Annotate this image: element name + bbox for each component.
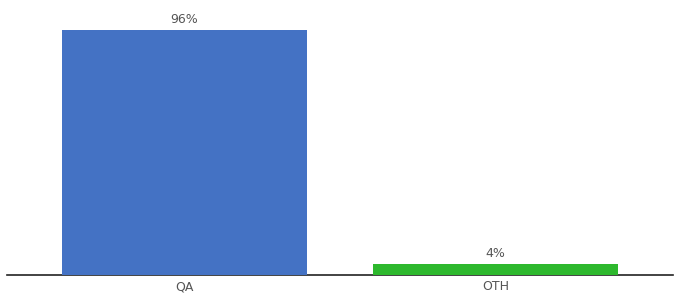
- Text: 96%: 96%: [171, 13, 199, 26]
- Bar: [373, 264, 617, 274]
- Text: 4%: 4%: [486, 248, 505, 260]
- Bar: [63, 30, 307, 274]
